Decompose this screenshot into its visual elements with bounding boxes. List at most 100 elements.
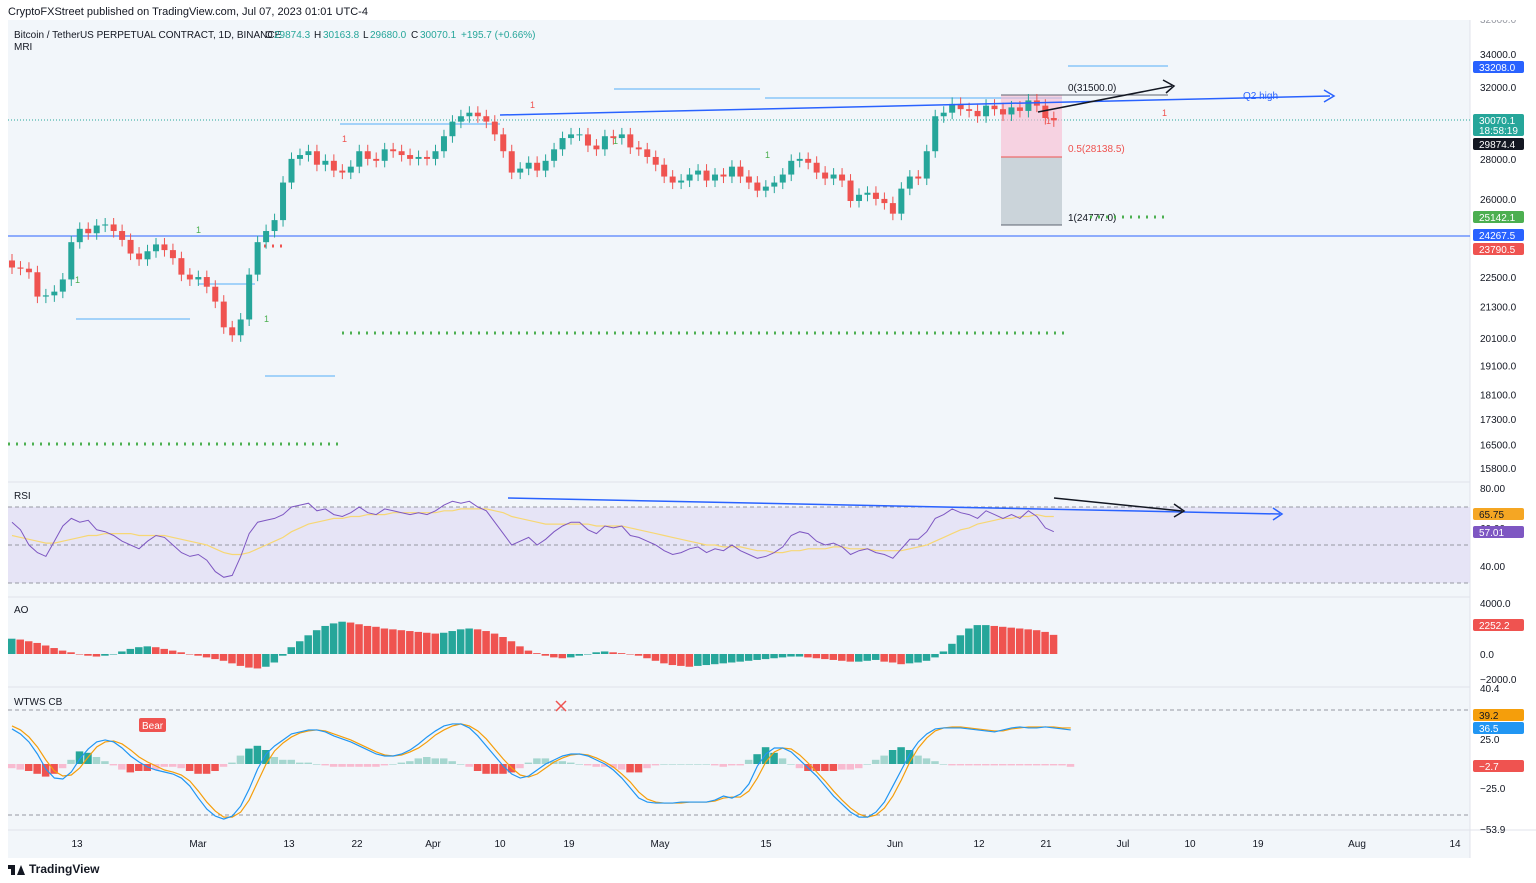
candle-body [525,162,532,169]
price-tag-label: 33208.0 [1479,63,1516,74]
ao-bar [575,654,583,656]
bear-signal[interactable]: Bear [139,718,166,732]
wtws-hist-bar [812,764,821,771]
wtws-hist-bar [24,764,33,771]
candle-body [601,136,608,150]
ao-bar [965,628,973,654]
wtws-hist-bar [1015,764,1024,766]
rsi-divergence-line[interactable] [1053,497,1183,512]
ao-bar [516,646,524,654]
candle-body [999,109,1006,115]
ao-bar [770,654,778,659]
candle-body [771,182,778,187]
indicator-label-wtws[interactable]: WTWS CB [14,697,63,708]
wtws-hist-bar [702,764,711,765]
resistance-trendline[interactable] [499,95,1331,116]
rsi-value-tag [1473,526,1524,538]
wtws-wt2-line[interactable] [11,723,1071,818]
candle-body [415,156,422,159]
indicator-label-rsi[interactable]: RSI [14,491,31,502]
fib-label-1: 1(24777.0) [1068,213,1116,224]
ao-value-tag [1473,619,1524,631]
rsi-line[interactable] [11,500,1055,578]
ao-value-tag-label: 2252.2 [1479,621,1510,632]
wtws-hist-bar [922,758,931,764]
candle-body [940,112,947,117]
candle-body [330,160,337,171]
candle-body [220,301,227,328]
ao-bar [279,654,287,656]
ao-bar [490,633,499,654]
price-tag [1473,138,1524,150]
ao-bar [1049,634,1058,654]
wtws-hist-bar [270,757,279,764]
chart-area[interactable]: Bitcoin / TetherUS PERPETUAL CONTRACT, 1… [0,20,1536,858]
candle-body [991,105,998,110]
ao-bar [202,654,211,658]
indicator-label-mri[interactable]: MRI [14,42,32,53]
ao-bar [168,650,177,654]
ao-tick-label: −2000.0 [1480,675,1517,686]
symbol-title[interactable]: Bitcoin / TetherUS PERPETUAL CONTRACT, 1… [14,30,282,41]
wtws-hist-bar [677,764,685,765]
ao-bar [804,654,812,658]
rsi-signal-line[interactable] [11,508,1054,556]
ao-bar [1015,628,1024,654]
ao-bar [922,654,931,661]
td-count: 1 [765,150,770,160]
wtws-hist-bar [185,764,194,771]
rsi-value-tag-label: 57.01 [1479,528,1504,539]
wtws-histogram[interactable] [8,745,1075,777]
candle-body [440,136,447,152]
ao-bar [1032,630,1041,654]
rising-trendline[interactable] [1037,85,1173,113]
wtws-hist-bar [761,747,770,764]
price-tick-label: 21300.0 [1480,303,1517,314]
wtws-hist-bar [694,764,702,765]
candle-body [1042,105,1049,119]
chart-svg[interactable]: Bitcoin / TetherUS PERPETUAL CONTRACT, 1… [0,20,1536,858]
fib-lower-zone[interactable] [1001,157,1062,225]
ao-histogram[interactable] [8,621,1058,669]
candle-body [457,116,464,122]
wtws-hist-bar [126,764,135,773]
time-axis[interactable]: 13 Mar 13 22 Apr 10 19 May 15 Jun 12 21 Jul 10 19 Aug 14 [71,839,1461,850]
ao-bar [939,651,948,654]
candle-body [974,110,981,117]
ao-bar [24,641,33,654]
wtws-hist-bar [465,764,473,767]
wtws-hist-bar [685,764,694,765]
rsi-divergence-arrowhead [1173,503,1186,518]
ao-bar [855,654,863,662]
resistance-arrowhead [1323,89,1336,103]
candle-body [271,220,278,232]
bear-badge [139,718,166,732]
candle-body [93,225,100,234]
candle-body [813,162,820,173]
wtws-hist-bar [855,764,863,769]
wtws-hist-bar [558,761,567,764]
candle-body [661,164,668,177]
wtws-wt1-line[interactable] [11,723,1071,820]
price-tick-label: 34000.0 [1480,50,1517,61]
ao-bar [58,650,67,654]
footer-brand[interactable]: TradingView [8,862,99,876]
candle-body [542,160,549,171]
ao-bar [295,641,304,654]
ao-bar [719,654,727,664]
candle-body [288,158,295,183]
rsi-trendline[interactable] [507,497,1281,515]
ao-bar [795,654,804,657]
rsi-value-tag-label: 65.75 [1479,510,1504,521]
fib-upper-zone[interactable] [1001,95,1062,157]
wtws-hist-bar [456,764,465,765]
candle-body [110,224,117,232]
ao-bar [694,654,702,666]
wtws-hist-bar [177,764,185,769]
time-tick-label: 21 [1040,839,1052,850]
candles[interactable] [9,93,1057,342]
ao-bar [499,637,507,654]
candle-body [839,174,846,181]
wtws-hist-bar [617,764,626,770]
indicator-label-ao[interactable]: AO [14,605,29,616]
